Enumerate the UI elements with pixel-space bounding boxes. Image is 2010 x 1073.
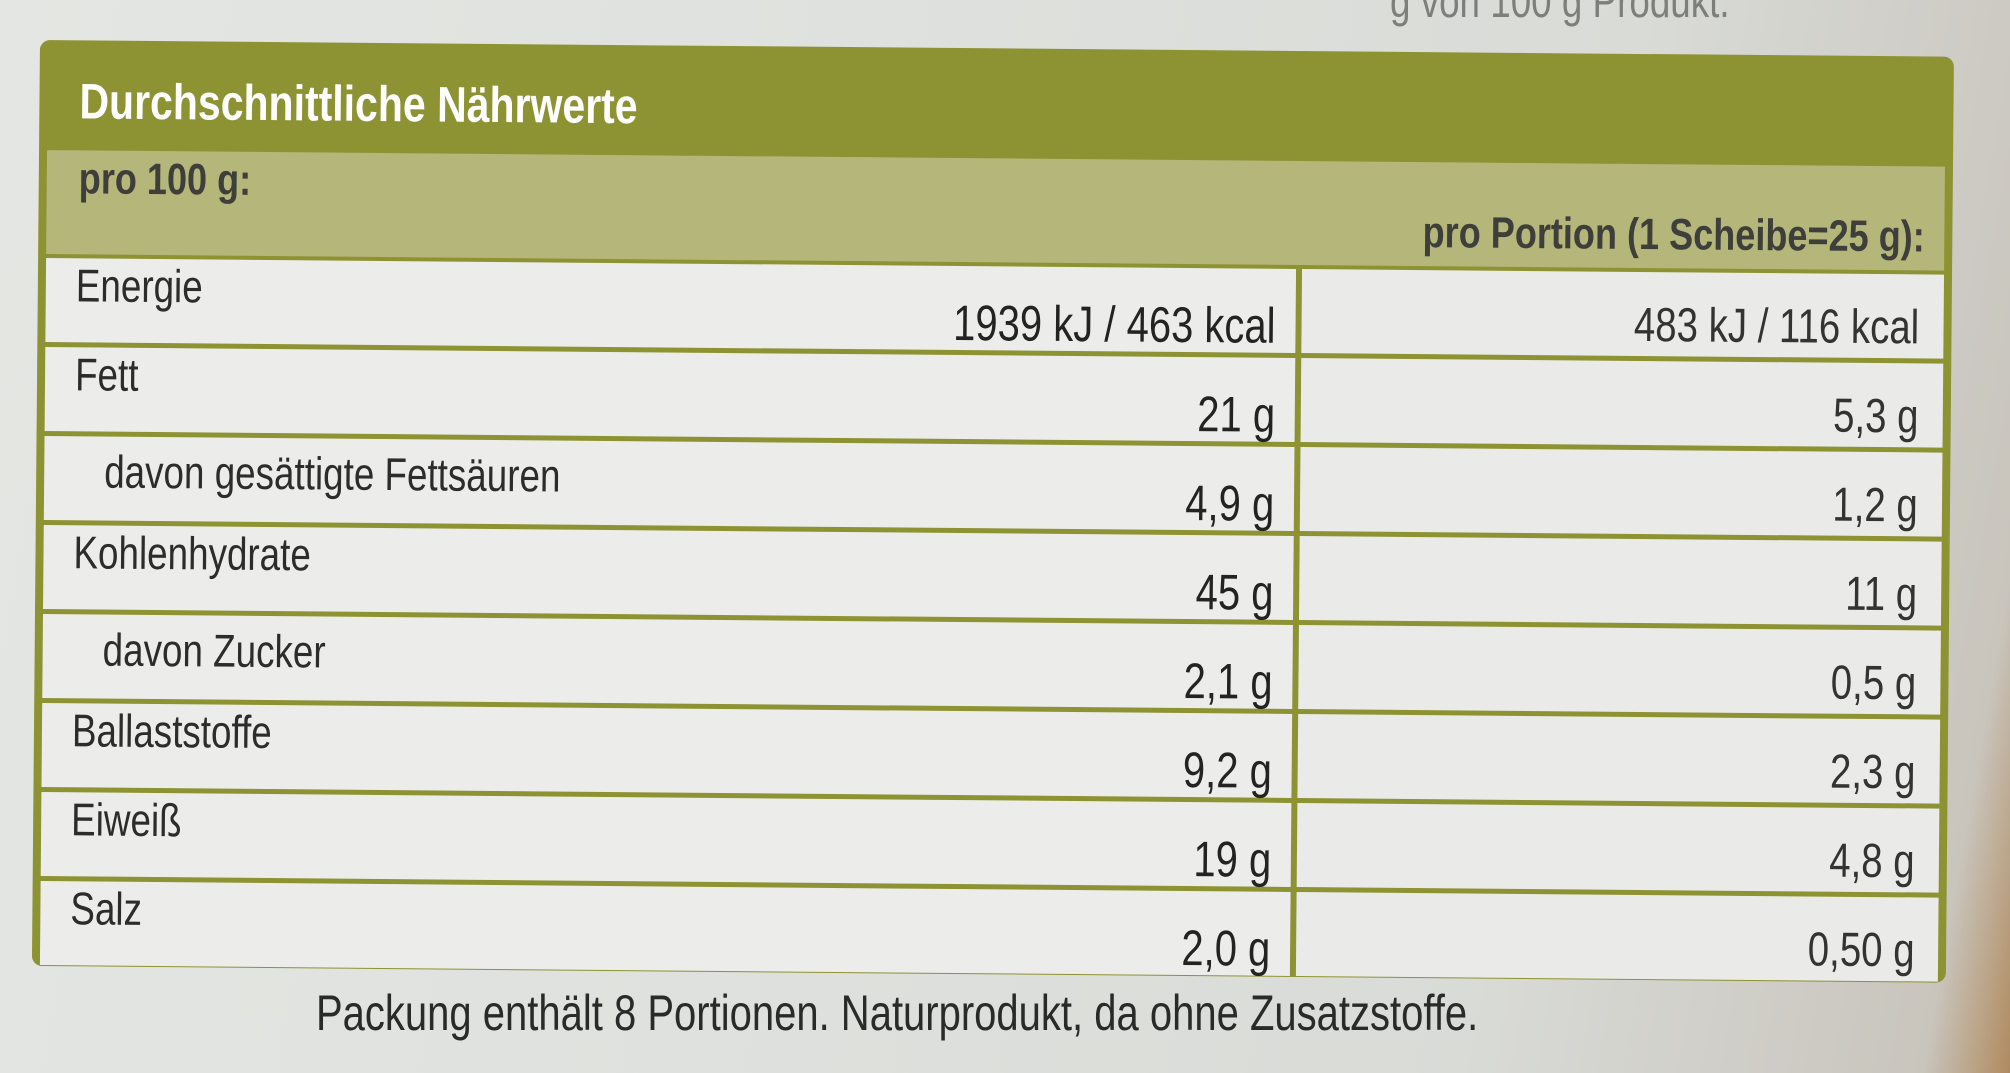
cell-per-portion: 483 kJ / 116 kcal [1301,269,1945,359]
nutrient-row-sugar: davon Zucker 2,1 g 0,5 g [42,614,1941,715]
value-per-portion: 11 g [1845,567,1918,622]
nutrient-row-saturated-fat: davon gesättigte Fettsäuren 4,9 g 1,2 g [43,436,1943,537]
nutrient-name: davon gesättigte Fettsäuren [104,445,561,502]
nutrient-name: Energie [75,259,203,313]
cell-per-100g: davon gesättigte Fettsäuren 4,9 g [43,436,1295,532]
value-per-portion: 2,3 g [1830,745,1916,800]
cell-per-100g: Salz 2,0 g [39,881,1291,977]
cell-per-100g: Eiweiß 19 g [40,792,1292,888]
cell-per-portion: 1,2 g [1299,447,1943,537]
value-per-portion: 0,5 g [1830,656,1917,711]
cell-per-100g: Kohlenhydrate 45 g [43,525,1294,621]
value-per-portion: 483 kJ / 116 kcal [1634,298,1920,355]
cell-per-100g: Energie 1939 kJ / 463 kcal [45,258,1297,354]
nutrient-row-fat: Fett 21 g 5,3 g [44,347,1944,448]
nutrient-row-salt: Salz 2,0 g 0,50 g [39,881,1939,982]
column-header-band: pro 100 g: pro Portion (1 Scheibe=25 g): [46,150,1945,271]
cell-per-portion: 2,3 g [1297,714,1941,804]
value-per-portion: 0,50 g [1807,923,1915,978]
cell-per-portion: 0,50 g [1295,891,1939,982]
nutrient-name: Ballaststoffe [71,704,272,759]
cell-per-portion: 5,3 g [1300,358,1944,448]
value-per-100g: 2,0 g [1180,919,1271,977]
nutrient-name: Kohlenhydrate [73,526,312,581]
nutrient-name: Fett [74,348,139,401]
nutrient-name: Salz [70,882,143,935]
value-per-100g: 4,9 g [1184,475,1275,532]
value-per-portion: 4,8 g [1829,834,1916,889]
nutrition-label: Durchschnittliche Nährwerte pro 100 g: p… [31,40,1954,983]
cell-per-100g: davon Zucker 2,1 g [42,614,1293,710]
value-per-100g: 19 g [1192,831,1272,888]
value-per-portion: 1,2 g [1832,478,1919,533]
cell-per-100g: Fett 21 g [44,347,1296,443]
package-footnote: Packung enthält 8 Portionen. Naturproduk… [316,985,1479,1041]
nutrient-row-fiber: Ballaststoffe 9,2 g 2,3 g [41,703,1941,804]
cell-per-portion: 0,5 g [1298,625,1941,715]
nutrient-row-energy: Energie 1939 kJ / 463 kcal 483 kJ / 116 … [45,258,1945,359]
value-per-100g: 1939 kJ / 463 kcal [952,294,1276,354]
nutrient-name: Eiweiß [70,793,182,847]
nutrient-row-carbohydrates: Kohlenhydrate 45 g 11 g [43,525,1942,626]
header-per-portion: pro Portion (1 Scheibe=25 g): [1421,208,1925,262]
label-title: Durchschnittliche Nährwerte [79,73,638,135]
cell-per-portion: 11 g [1298,536,1942,626]
cell-per-portion: 4,8 g [1296,803,1940,893]
value-per-100g: 21 g [1196,386,1276,443]
cropped-text-fragment: g von 100 g Produkt. [1390,0,1730,27]
value-per-100g: 9,2 g [1182,742,1272,799]
nutrient-name: davon Zucker [102,623,326,678]
value-per-portion: 5,3 g [1833,389,1920,444]
nutrient-row-protein: Eiweiß 19 g 4,8 g [40,792,1940,893]
header-per-100g: pro 100 g: [78,154,252,205]
value-per-100g: 2,1 g [1183,653,1273,710]
cell-per-100g: Ballaststoffe 9,2 g [41,703,1293,799]
nutrient-rows: Energie 1939 kJ / 463 kcal 483 kJ / 116 … [39,258,1945,987]
value-per-100g: 45 g [1195,564,1274,621]
